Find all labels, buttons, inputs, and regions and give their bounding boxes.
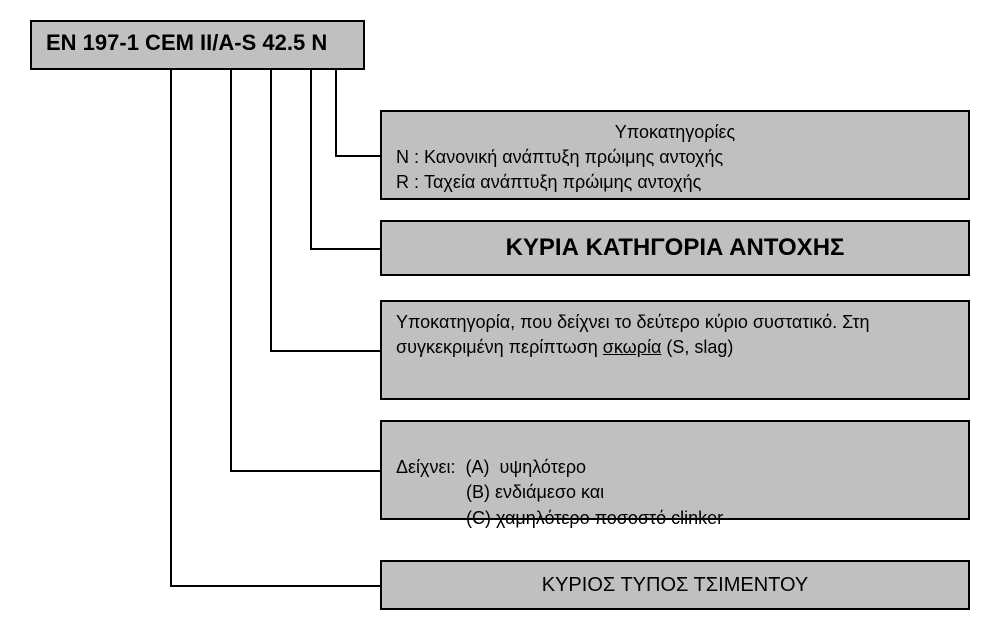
- connector-horizontal: [170, 585, 380, 587]
- box-main-category: ΚΥΡΙΑ ΚΑΤΗΓΟΡΙΑ ΑΝΤΟΧΗΣ: [380, 220, 970, 276]
- box-secondary-component: Υποκατηγορία, που δείχνει το δεύτερο κύρ…: [380, 300, 970, 400]
- connector-vertical: [230, 70, 232, 470]
- connector-vertical: [310, 70, 312, 248]
- box3-text: Υποκατηγορία, που δείχνει το δεύτερο κύρ…: [396, 312, 870, 357]
- connector-vertical: [270, 70, 272, 350]
- title-box: EN 197-1 CEM II/A-S 42.5 N: [30, 20, 365, 70]
- box2-text: ΚΥΡΙΑ ΚΑΤΗΓΟΡΙΑ ΑΝΤΟΧΗΣ: [506, 234, 845, 262]
- connector-horizontal: [335, 155, 380, 157]
- box1-line1: N : Κανονική ανάπτυξη πρώιμης αντοχής: [396, 145, 954, 170]
- connector-horizontal: [230, 470, 380, 472]
- connector-horizontal: [270, 350, 380, 352]
- box4-line1: Δείχνει: (A) υψηλότερο: [396, 457, 586, 477]
- box1-line2: R : Ταχεία ανάπτυξη πρώιμης αντοχής: [396, 170, 954, 195]
- title-text: EN 197-1 CEM II/A-S 42.5 N: [46, 30, 327, 55]
- box5-text: ΚΥΡΙΟΣ ΤΥΠΟΣ ΤΣΙΜΕΝΤΟΥ: [542, 571, 809, 599]
- box4-line3: (C) χαμηλότερο ποσοστό clinker: [396, 508, 723, 528]
- connector-vertical: [170, 70, 172, 585]
- box-abc: Δείχνει: (A) υψηλότερο (B) ενδιάμεσο και…: [380, 420, 970, 520]
- connector-vertical: [335, 70, 337, 155]
- box-main-type: ΚΥΡΙΟΣ ΤΥΠΟΣ ΤΣΙΜΕΝΤΟΥ: [380, 560, 970, 610]
- box1-title: Υποκατηγορίες: [396, 120, 954, 145]
- box-subcategories-nr: Υποκατηγορίες N : Κανονική ανάπτυξη πρώι…: [380, 110, 970, 200]
- box4-line2: (B) ενδιάμεσο και: [396, 482, 604, 502]
- connector-horizontal: [310, 248, 380, 250]
